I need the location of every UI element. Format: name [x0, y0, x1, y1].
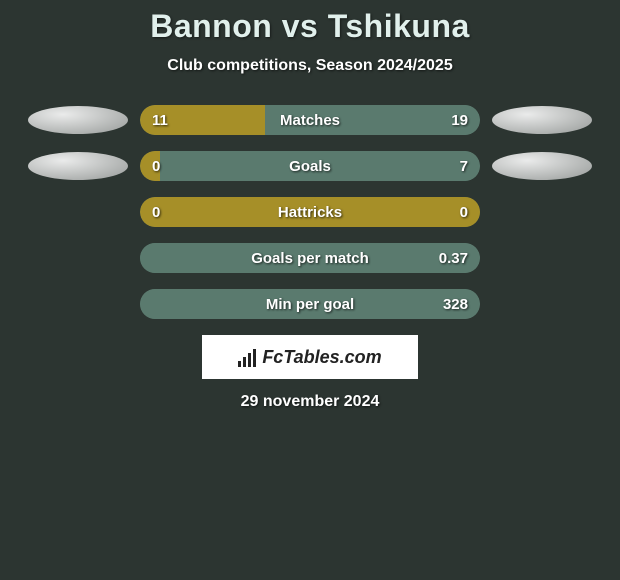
bar-chart-icon [238, 347, 256, 367]
stat-label: Hattricks [278, 204, 342, 221]
stat-row: Min per goal 328 [0, 289, 620, 319]
player-bubble-left [28, 106, 128, 134]
source-logo: FcTables.com [202, 335, 418, 379]
stat-bar: Goals per match 0.37 [140, 243, 480, 273]
stat-label: Goals [289, 158, 331, 175]
stat-bar: Hattricks 0 0 [140, 197, 480, 227]
logo-text: FcTables.com [262, 347, 381, 368]
player-bubble-right [492, 106, 592, 134]
stat-row: Matches 11 19 [0, 105, 620, 135]
player-bubble-left [28, 152, 128, 180]
stat-value-right: 0.37 [439, 250, 468, 267]
stat-value-right: 19 [451, 112, 468, 129]
stats-list: Matches 11 19 Goals 0 7 Hattricks 0 0 Goals per m… [0, 105, 620, 319]
stat-label: Min per goal [266, 296, 354, 313]
stat-value-right: 0 [460, 204, 468, 221]
stat-row: Hattricks 0 0 [0, 197, 620, 227]
stat-value-left: 11 [152, 112, 168, 129]
comparison-card: Bannon vs Tshikuna Club competitions, Se… [0, 0, 620, 411]
stat-label: Matches [280, 112, 340, 129]
stat-row: Goals per match 0.37 [0, 243, 620, 273]
page-subtitle: Club competitions, Season 2024/2025 [0, 57, 620, 75]
stat-value-left: 0 [152, 158, 160, 175]
page-title: Bannon vs Tshikuna [0, 8, 620, 45]
player-bubble-right [492, 152, 592, 180]
stat-bar: Goals 0 7 [140, 151, 480, 181]
stat-label: Goals per match [251, 250, 369, 267]
date-label: 29 november 2024 [0, 393, 620, 411]
stat-value-right: 328 [443, 296, 468, 313]
stat-bar: Matches 11 19 [140, 105, 480, 135]
stat-value-left: 0 [152, 204, 160, 221]
stat-value-right: 7 [460, 158, 468, 175]
stat-row: Goals 0 7 [0, 151, 620, 181]
stat-bar: Min per goal 328 [140, 289, 480, 319]
